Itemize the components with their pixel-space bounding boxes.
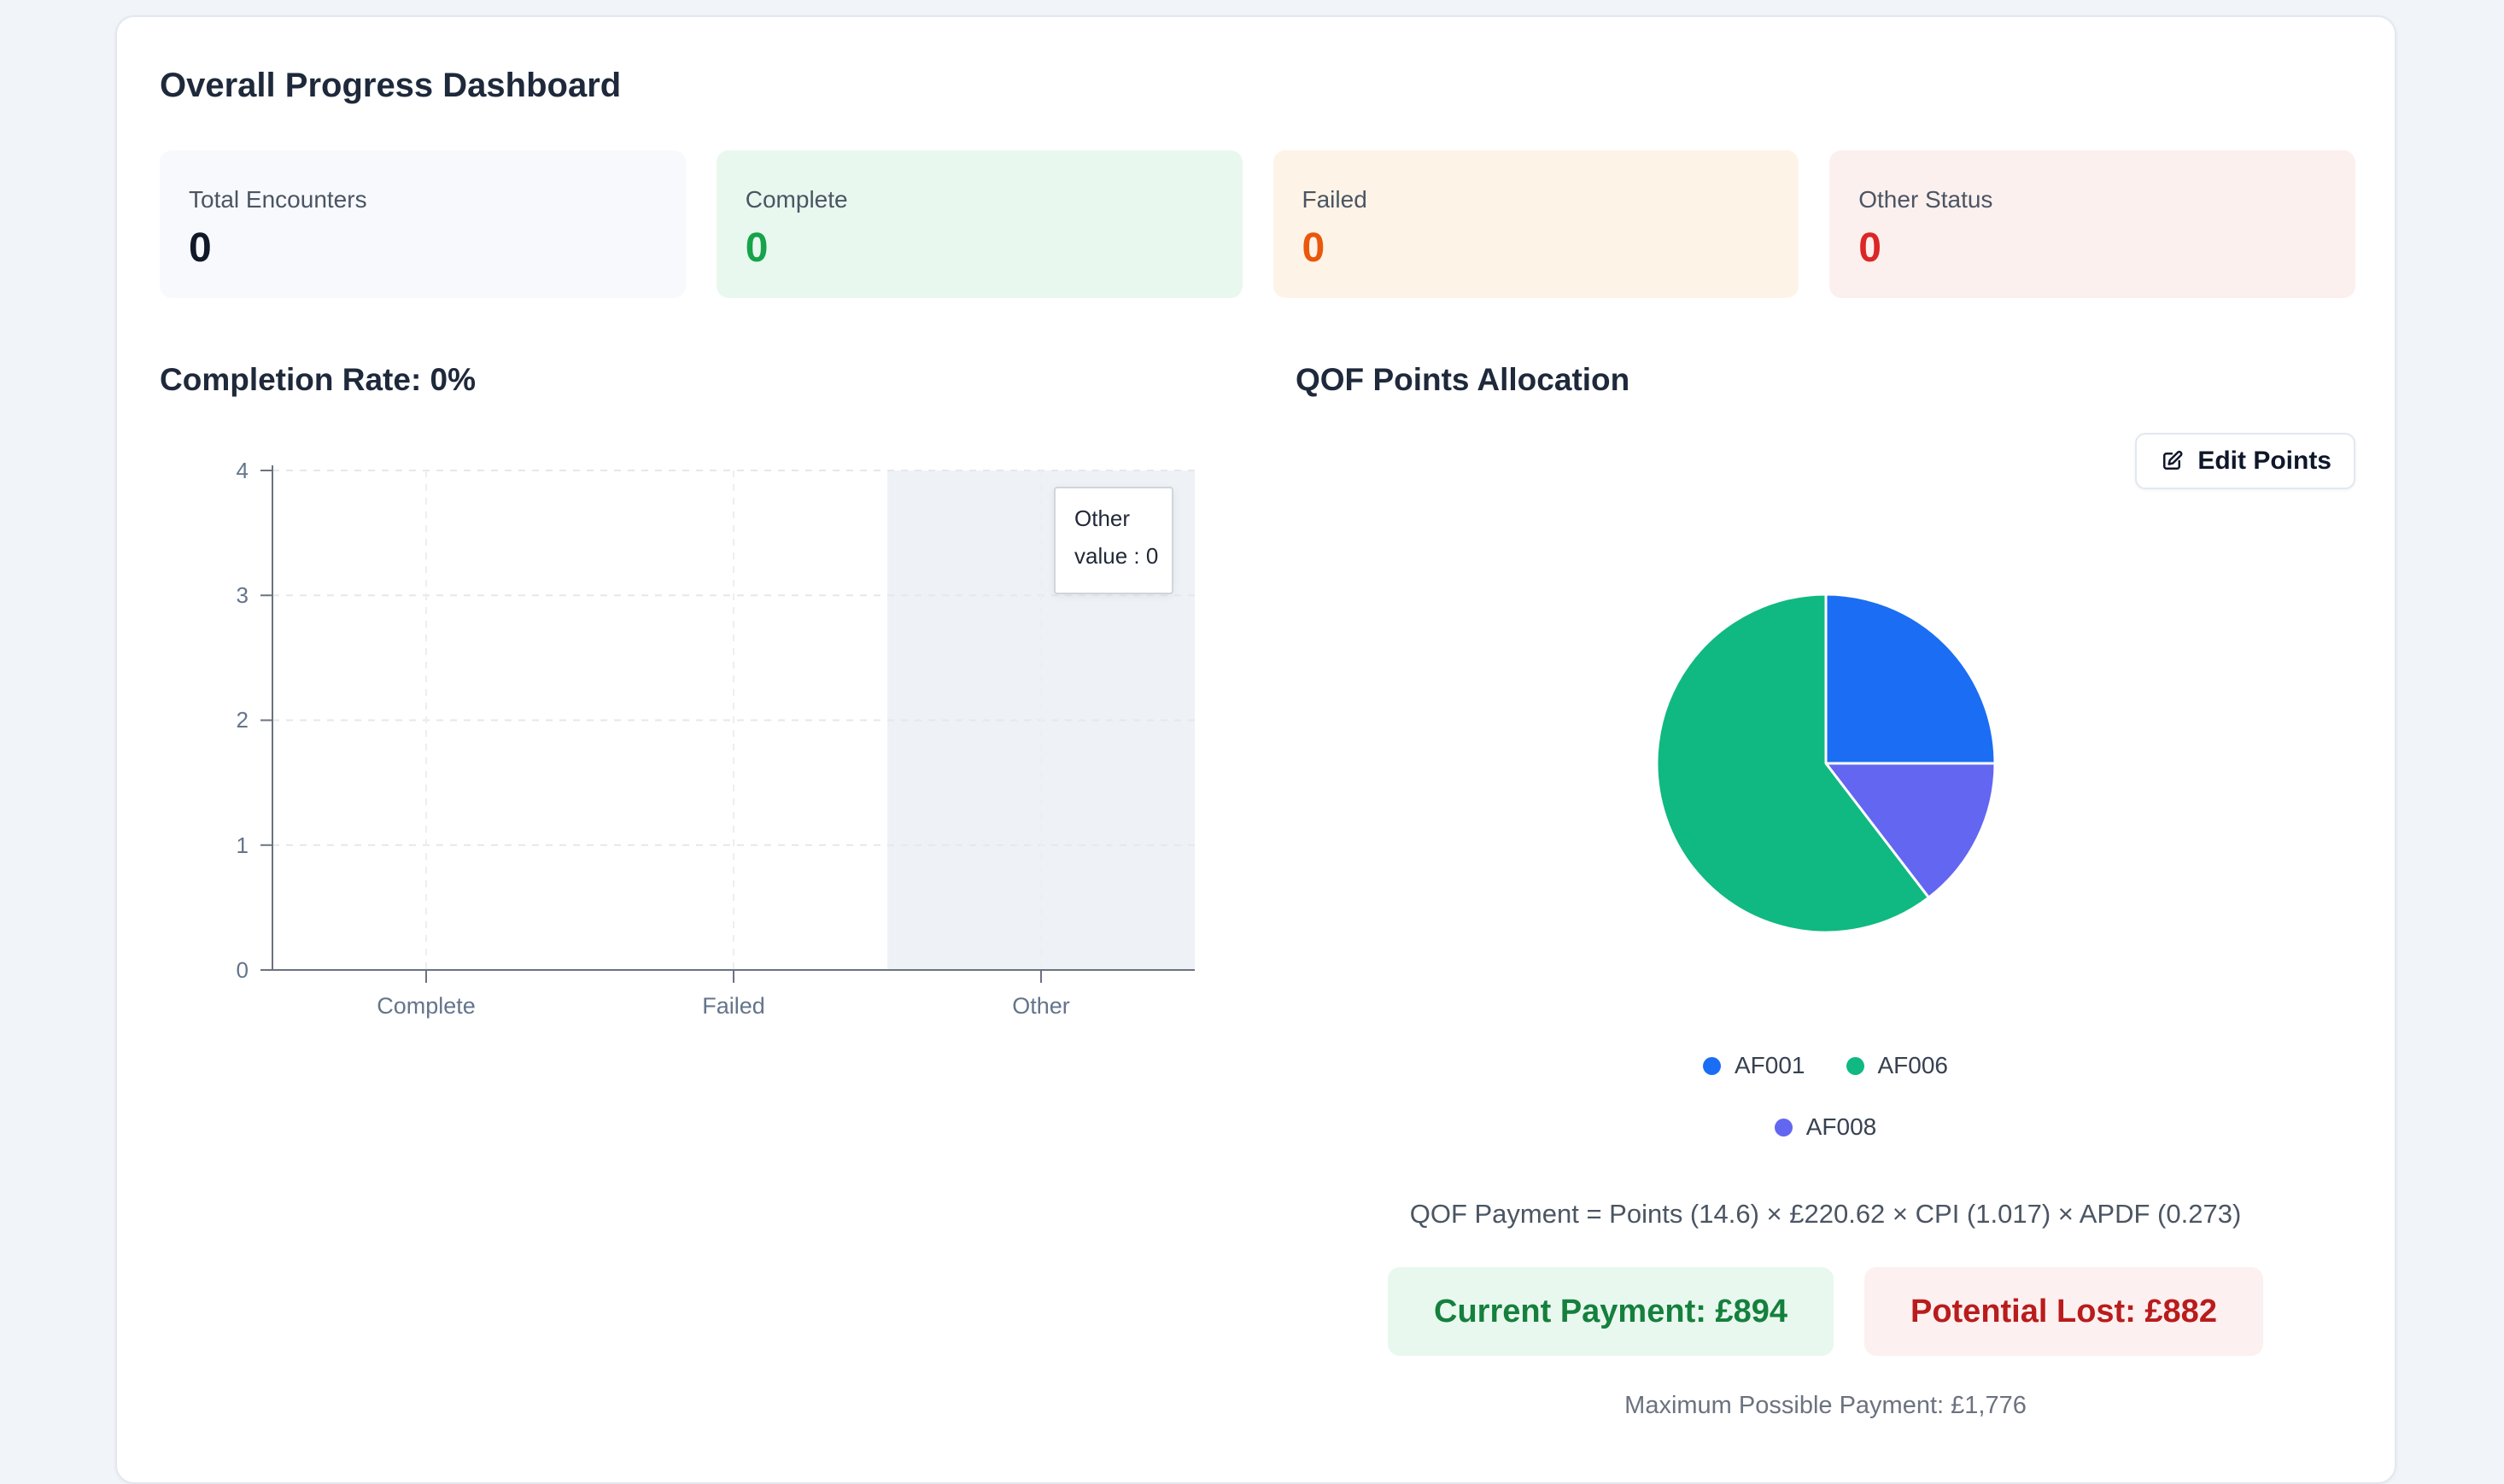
pie-legend: AF001 AF006 AF008 bbox=[1296, 1052, 2355, 1141]
y-tick-2: 2 bbox=[237, 707, 249, 733]
stat-card-total-encounters: Total Encounters 0 bbox=[160, 150, 686, 298]
qof-payment-formula: QOF Payment = Points (14.6) × £220.62 × … bbox=[1409, 1199, 2242, 1229]
y-tick-1: 1 bbox=[237, 833, 249, 858]
pie-slice-af001[interactable] bbox=[1824, 593, 1996, 765]
stat-label: Failed bbox=[1302, 186, 1367, 213]
stats-row: Total Encounters 0 Complete 0 Failed 0 O… bbox=[160, 150, 2355, 298]
legend-row-1: AF001 AF006 bbox=[1703, 1052, 1948, 1079]
stat-value: 0 bbox=[1302, 225, 1325, 271]
pie-slice-af006[interactable] bbox=[1655, 593, 1930, 934]
legend-label-af008: AF008 bbox=[1805, 1113, 1877, 1140]
chart-tooltip: Other value : 0 bbox=[1054, 487, 1173, 594]
stat-card-failed: Failed 0 bbox=[1272, 150, 1799, 298]
tooltip-value: value : 0 bbox=[1074, 543, 1159, 569]
x-label-failed: Failed bbox=[702, 993, 765, 1019]
tooltip-category: Other bbox=[1074, 505, 1131, 531]
stat-label: Complete bbox=[745, 186, 848, 213]
y-axis-labels: 4 3 2 1 0 bbox=[237, 458, 249, 983]
qof-toolbar: Edit Points bbox=[1296, 433, 2355, 489]
charts-section: Completion Rate: 0% bbox=[160, 361, 2355, 1420]
legend-item-af006[interactable]: AF006 bbox=[1846, 1052, 1949, 1079]
y-tick-3: 3 bbox=[237, 582, 249, 608]
pie-canvas bbox=[1655, 593, 1996, 934]
page-title: Overall Progress Dashboard bbox=[160, 67, 622, 104]
stat-label: Other Status bbox=[1858, 186, 1993, 213]
current-payment-box: Current Payment: £894 bbox=[1388, 1267, 1834, 1356]
dashboard-page: { "page": { "title": "Overall Progress D… bbox=[115, 15, 2396, 1484]
qof-panel: QOF Points Allocation Edit Points bbox=[1296, 361, 2355, 1420]
vertical-gridlines bbox=[425, 470, 1042, 970]
stat-value: 0 bbox=[189, 225, 212, 271]
stat-card-complete: Complete 0 bbox=[716, 150, 1243, 298]
stat-card-other-status: Other Status 0 bbox=[1829, 150, 2355, 298]
x-axis-labels: Complete Failed Other bbox=[377, 993, 1070, 1019]
legend-row-2: AF008 bbox=[1774, 1113, 1877, 1141]
y-tick-4: 4 bbox=[237, 458, 249, 483]
completion-bar-chart[interactable]: 4 3 2 1 0 Complete Failed Other Other bbox=[160, 440, 1236, 1048]
dashboard-card: Overall Progress Dashboard Total Encount… bbox=[115, 15, 2396, 1484]
legend-dot-af006 bbox=[1846, 1056, 1864, 1075]
potential-lost-box: Potential Lost: £882 bbox=[1863, 1267, 2263, 1356]
legend-dot-af008 bbox=[1774, 1118, 1793, 1136]
qof-heading: QOF Points Allocation bbox=[1296, 362, 1630, 397]
edit-points-button[interactable]: Edit Points bbox=[2135, 433, 2355, 489]
y-tick-0: 0 bbox=[237, 957, 249, 983]
x-label-other: Other bbox=[1012, 993, 1070, 1019]
legend-label-af006: AF006 bbox=[1877, 1052, 1949, 1078]
stat-value: 0 bbox=[1858, 225, 1881, 271]
x-label-complete: Complete bbox=[377, 993, 476, 1019]
legend-item-af008[interactable]: AF008 bbox=[1774, 1113, 1877, 1141]
legend-dot-af001 bbox=[1703, 1056, 1721, 1075]
axes bbox=[260, 465, 1195, 983]
payment-summary-row: Current Payment: £894 Potential Lost: £8… bbox=[1296, 1267, 2355, 1356]
edit-points-label: Edit Points bbox=[2197, 447, 2331, 475]
stat-value: 0 bbox=[745, 225, 769, 271]
pie-slices bbox=[1655, 593, 1996, 934]
legend-label-af001: AF001 bbox=[1735, 1052, 1805, 1078]
qof-pie-chart bbox=[1296, 588, 2355, 938]
pie-slice-af008[interactable] bbox=[1824, 762, 1996, 899]
legend-item-af001[interactable]: AF001 bbox=[1703, 1052, 1805, 1079]
completion-rate-panel: Completion Rate: 0% bbox=[160, 361, 1296, 1048]
edit-icon bbox=[2159, 448, 2185, 474]
max-payment-text: Maximum Possible Payment: £1,776 bbox=[1624, 1392, 2027, 1419]
completion-rate-heading: Completion Rate: 0% bbox=[160, 362, 477, 397]
stat-label: Total Encounters bbox=[189, 186, 367, 213]
